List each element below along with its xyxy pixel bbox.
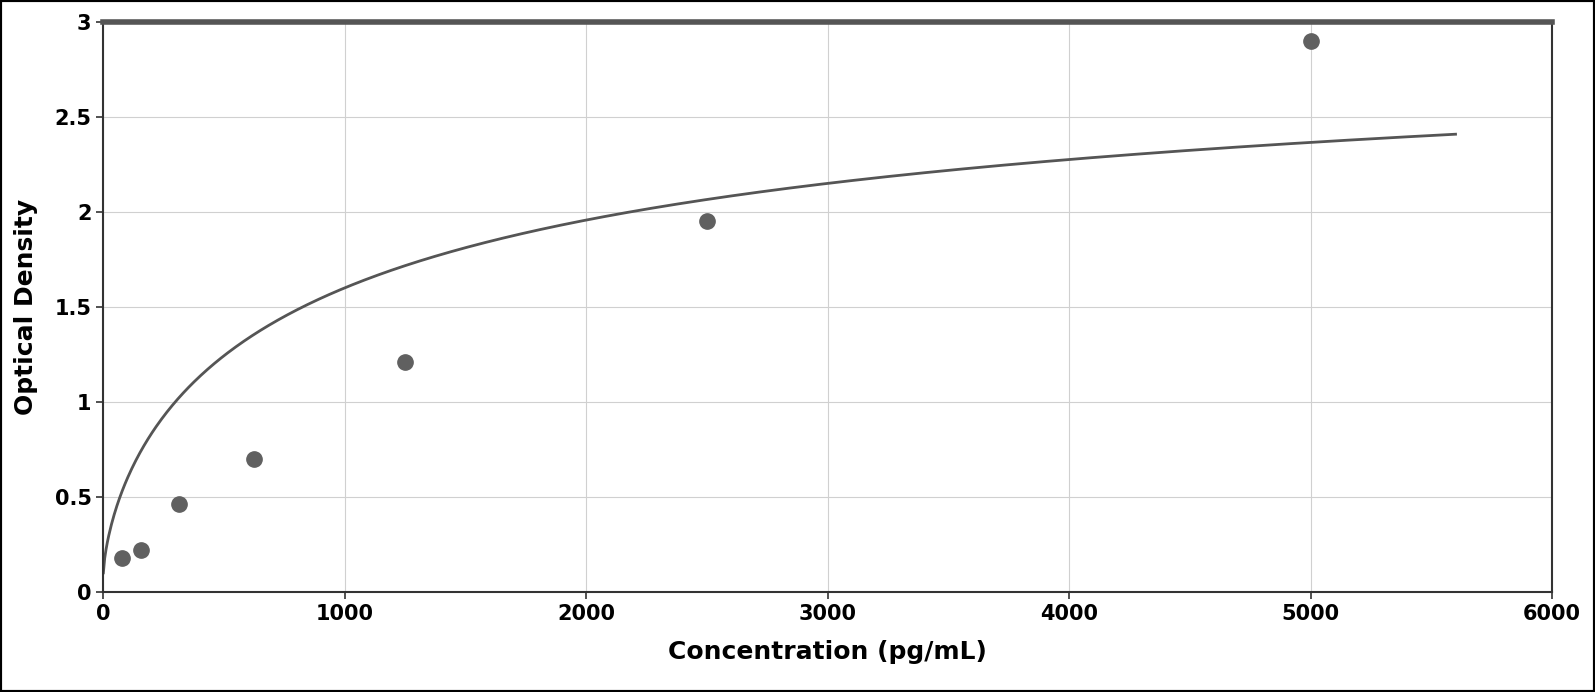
Point [110, 552, 136, 563]
Point [1298, 35, 1324, 46]
Point [694, 216, 719, 227]
Point [392, 356, 418, 367]
Point [128, 545, 153, 556]
Y-axis label: Optical Density: Optical Density [14, 199, 38, 415]
X-axis label: Concentration (pg/mL): Concentration (pg/mL) [668, 640, 987, 664]
Point [166, 499, 191, 510]
Point [241, 453, 266, 464]
